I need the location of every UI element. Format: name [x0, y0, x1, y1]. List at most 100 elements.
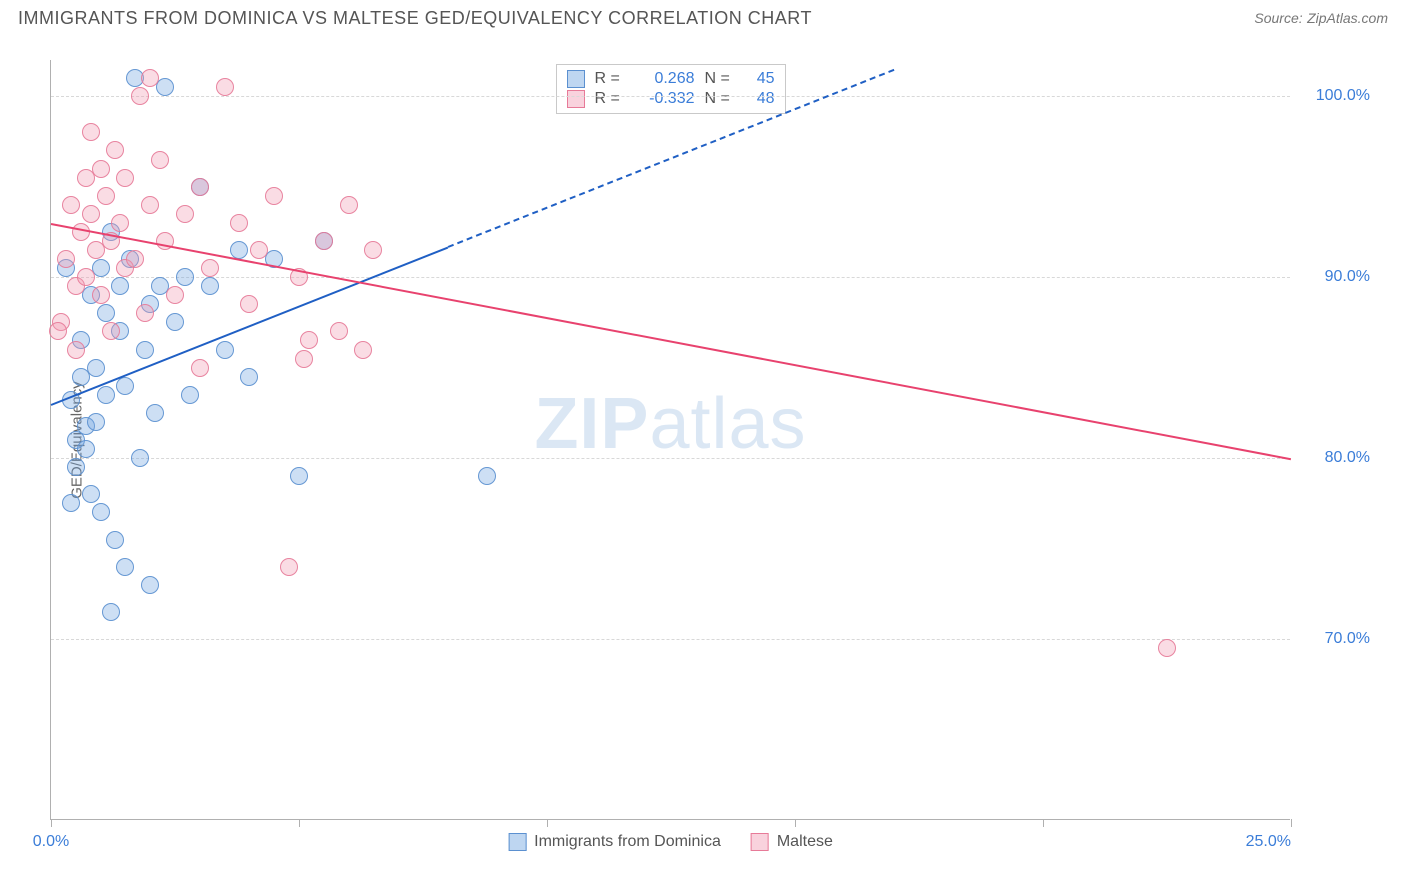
gridline-h — [51, 96, 1290, 97]
source-label: Source: — [1254, 10, 1302, 26]
scatter-point — [166, 286, 184, 304]
gridline-h — [51, 277, 1290, 278]
legend-series-name: Maltese — [777, 833, 833, 851]
plot-area: ZIPatlas R =0.268N =45R =-0.332N =48 Imm… — [50, 60, 1290, 820]
scatter-point — [315, 232, 333, 250]
scatter-point — [176, 268, 194, 286]
scatter-point — [111, 277, 129, 295]
scatter-point — [216, 341, 234, 359]
watermark-a: ZIP — [534, 384, 649, 464]
watermark: ZIPatlas — [534, 383, 806, 465]
scatter-point — [151, 151, 169, 169]
scatter-point — [354, 341, 372, 359]
legend-bottom-item: Maltese — [751, 833, 833, 851]
scatter-point — [106, 531, 124, 549]
scatter-point — [92, 503, 110, 521]
trend-line — [51, 223, 1291, 460]
scatter-point — [131, 449, 149, 467]
legend-r-value: -0.332 — [635, 90, 695, 108]
scatter-point — [300, 331, 318, 349]
scatter-point — [265, 187, 283, 205]
scatter-point — [92, 286, 110, 304]
watermark-b: atlas — [649, 384, 806, 464]
legend-n-value: 45 — [745, 70, 775, 88]
scatter-point — [201, 277, 219, 295]
y-tick-label: 70.0% — [1325, 630, 1370, 648]
scatter-point — [230, 241, 248, 259]
scatter-point — [141, 69, 159, 87]
scatter-point — [62, 196, 80, 214]
scatter-point — [136, 304, 154, 322]
legend-bottom: Immigrants from Dominica Maltese — [508, 833, 833, 851]
scatter-point — [364, 241, 382, 259]
legend-r-value: 0.268 — [635, 70, 695, 88]
x-tick — [299, 819, 300, 827]
legend-swatch — [567, 70, 585, 88]
scatter-point — [67, 341, 85, 359]
x-tick — [795, 819, 796, 827]
scatter-point — [82, 123, 100, 141]
legend-top-row: R = 0.268 N = 45 — [567, 69, 775, 89]
scatter-point — [116, 169, 134, 187]
legend-bottom-item: Immigrants from Dominica — [508, 833, 721, 851]
legend-n-label: N = — [705, 70, 735, 88]
x-tick — [51, 819, 52, 827]
scatter-point — [176, 205, 194, 223]
x-tick — [547, 819, 548, 827]
scatter-point — [478, 467, 496, 485]
scatter-point — [116, 558, 134, 576]
scatter-point — [87, 359, 105, 377]
scatter-point — [57, 250, 75, 268]
legend-top-row: R = -0.332 N = 48 — [567, 89, 775, 109]
source: Source: ZipAtlas.com — [1254, 10, 1388, 28]
scatter-point — [1158, 639, 1176, 657]
legend-series-name: Immigrants from Dominica — [534, 833, 721, 851]
y-tick-label: 80.0% — [1325, 449, 1370, 467]
scatter-point — [97, 386, 115, 404]
scatter-point — [340, 196, 358, 214]
legend-n-value: 48 — [745, 90, 775, 108]
scatter-point — [126, 250, 144, 268]
scatter-point — [191, 178, 209, 196]
scatter-point — [87, 413, 105, 431]
source-value: ZipAtlas.com — [1307, 10, 1388, 26]
scatter-point — [111, 214, 129, 232]
scatter-point — [141, 576, 159, 594]
scatter-point — [166, 313, 184, 331]
scatter-point — [280, 558, 298, 576]
scatter-point — [240, 368, 258, 386]
scatter-point — [77, 440, 95, 458]
scatter-point — [191, 359, 209, 377]
x-tick-label: 25.0% — [1246, 833, 1291, 851]
scatter-point — [82, 485, 100, 503]
x-tick — [1291, 819, 1292, 827]
legend-swatch — [567, 90, 585, 108]
scatter-point — [240, 295, 258, 313]
scatter-point — [92, 160, 110, 178]
scatter-point — [102, 322, 120, 340]
scatter-point — [62, 494, 80, 512]
scatter-point — [136, 341, 154, 359]
scatter-point — [82, 205, 100, 223]
scatter-point — [102, 603, 120, 621]
scatter-point — [146, 404, 164, 422]
legend-r-label: R = — [595, 70, 625, 88]
scatter-point — [250, 241, 268, 259]
legend-r-label: R = — [595, 90, 625, 108]
scatter-point — [131, 87, 149, 105]
scatter-point — [216, 78, 234, 96]
legend-top: R = 0.268 N = 45 R = -0.332 N = 48 — [556, 64, 786, 114]
scatter-point — [295, 350, 313, 368]
scatter-point — [290, 467, 308, 485]
y-tick-label: 100.0% — [1316, 87, 1370, 105]
legend-swatch — [508, 833, 526, 851]
scatter-point — [67, 458, 85, 476]
scatter-point — [330, 322, 348, 340]
scatter-point — [181, 386, 199, 404]
scatter-point — [156, 78, 174, 96]
scatter-point — [116, 377, 134, 395]
legend-swatch — [751, 833, 769, 851]
x-tick-label: 0.0% — [33, 833, 69, 851]
scatter-point — [230, 214, 248, 232]
legend-n-label: N = — [705, 90, 735, 108]
